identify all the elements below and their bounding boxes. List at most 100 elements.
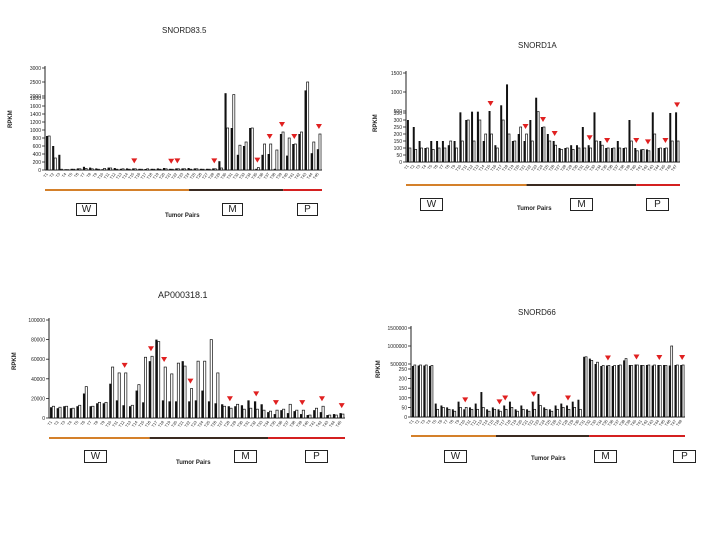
- bar-normal: [321, 405, 325, 419]
- bar-tumor: [142, 402, 145, 418]
- x-tick-label: T44: [652, 163, 660, 172]
- bar-tumor: [503, 405, 506, 417]
- bar-tumor: [514, 409, 517, 417]
- bar-normal: [84, 386, 88, 419]
- bar-tumor: [156, 168, 159, 170]
- x-tick-label: T44: [328, 419, 336, 428]
- x-tick-label: T2: [414, 418, 421, 425]
- y-tick-label: 3000: [30, 66, 41, 72]
- x-tick-label: T26: [195, 171, 203, 180]
- x-tick-label: T36: [256, 171, 264, 180]
- bar-normal: [96, 168, 100, 171]
- y-tick-label: 150: [399, 386, 408, 392]
- x-tick-label: T11: [111, 419, 119, 428]
- bar-tumor: [463, 409, 466, 417]
- y-tick-label: 1000: [391, 90, 402, 96]
- bar-tumor: [199, 168, 202, 170]
- bar-normal: [242, 408, 246, 419]
- y-tick-label: 50: [396, 153, 402, 159]
- bar-normal: [236, 403, 240, 419]
- x-tick-label: T16: [489, 163, 497, 172]
- x-tick-label: T10: [458, 418, 466, 427]
- x-tick-label: T28: [561, 418, 569, 427]
- bar-tumor: [599, 141, 602, 162]
- x-tick-label: T12: [109, 171, 117, 180]
- bar-tumor: [221, 404, 224, 418]
- bar-tumor: [447, 145, 450, 162]
- x-tick-label: T21: [177, 419, 185, 428]
- x-tick-label: T34: [594, 163, 602, 172]
- bar-normal: [306, 81, 310, 171]
- bar-normal: [470, 408, 474, 418]
- chart-panel-snord1a: 1500 1000 500 350 300 250 200 150 100 50 0 T1 T2 T3 T4…: [360, 0, 720, 270]
- bar-tumor: [610, 148, 613, 162]
- group-label-p: P: [673, 450, 696, 463]
- bar-tumor: [89, 406, 92, 418]
- bar-tumor: [194, 400, 197, 418]
- bar-tumor: [115, 400, 119, 418]
- bar-tumor: [316, 149, 319, 170]
- bar-chart-snord66: 15000001000000500000250200150100500T1T2T…: [388, 326, 686, 437]
- bar-normal: [583, 147, 587, 163]
- bar-tumor: [668, 365, 671, 417]
- x-tick-label: T23: [176, 171, 184, 180]
- bar-normal: [255, 408, 259, 419]
- bar-normal: [487, 410, 491, 418]
- x-tick-label: T26: [549, 418, 557, 427]
- bar-normal: [262, 409, 266, 419]
- marker-triangle: [644, 139, 651, 145]
- bar-normal: [121, 168, 125, 171]
- bar-tumor: [575, 145, 578, 162]
- chart-panel-snord83: 3000 2500 2000 1800 1600 1400 1200 1000 800 600 40…: [0, 0, 360, 270]
- group-label-m: M: [222, 203, 243, 216]
- x-tick-label: T36: [606, 163, 614, 172]
- bar-tumor: [109, 383, 112, 418]
- bar-tumor: [634, 364, 637, 417]
- x-tick-label: T41: [635, 163, 643, 172]
- x-tick-label: T44: [306, 171, 314, 180]
- bar-tumor: [500, 105, 503, 162]
- group-label-w: W: [84, 450, 107, 463]
- bar-tumor: [230, 128, 233, 170]
- bar-tumor: [150, 168, 153, 170]
- bar-normal: [455, 147, 458, 163]
- bar-tumor: [155, 339, 158, 418]
- y-axis-label: RPKM: [8, 110, 14, 128]
- bar-tumor: [267, 154, 270, 170]
- bar-normal: [97, 401, 101, 419]
- bar-tumor: [107, 167, 110, 170]
- bar-normal: [501, 119, 505, 163]
- bar-tumor: [517, 134, 520, 162]
- marker-triangle: [254, 157, 261, 163]
- bar-tumor: [417, 365, 420, 417]
- y-tick-label: 100: [399, 396, 408, 402]
- group-label-m: M: [570, 198, 593, 211]
- x-tick-label: T17: [498, 418, 506, 427]
- y-tick-label: 350: [394, 111, 403, 117]
- bar-tumor: [261, 154, 264, 170]
- bar-normal: [636, 364, 639, 418]
- bar-normal: [442, 407, 445, 418]
- bar-tumor: [520, 405, 523, 417]
- bar-tumor: [298, 134, 301, 170]
- bar-tumor: [616, 141, 619, 162]
- bar-tumor: [102, 403, 105, 418]
- bar-tumor: [506, 84, 509, 162]
- x-tick-label: T39: [275, 171, 283, 180]
- bar-tumor: [526, 409, 529, 417]
- bar-normal: [51, 405, 55, 419]
- bar-normal: [269, 143, 273, 171]
- bar-normal: [124, 372, 128, 419]
- y-tick-label: 1500000: [388, 326, 408, 332]
- bar-tumor: [326, 415, 329, 418]
- bar-normal: [72, 168, 76, 171]
- marker-triangle: [540, 117, 546, 122]
- bar-tumor: [212, 168, 215, 170]
- x-tick-label: T1: [403, 163, 410, 170]
- bar-normal: [484, 133, 488, 163]
- bar-tumor: [300, 414, 303, 418]
- bar-tumor: [267, 412, 270, 418]
- x-tick-label: T29: [565, 163, 573, 172]
- x-tick-label: T38: [288, 419, 296, 428]
- bar-normal: [408, 147, 412, 163]
